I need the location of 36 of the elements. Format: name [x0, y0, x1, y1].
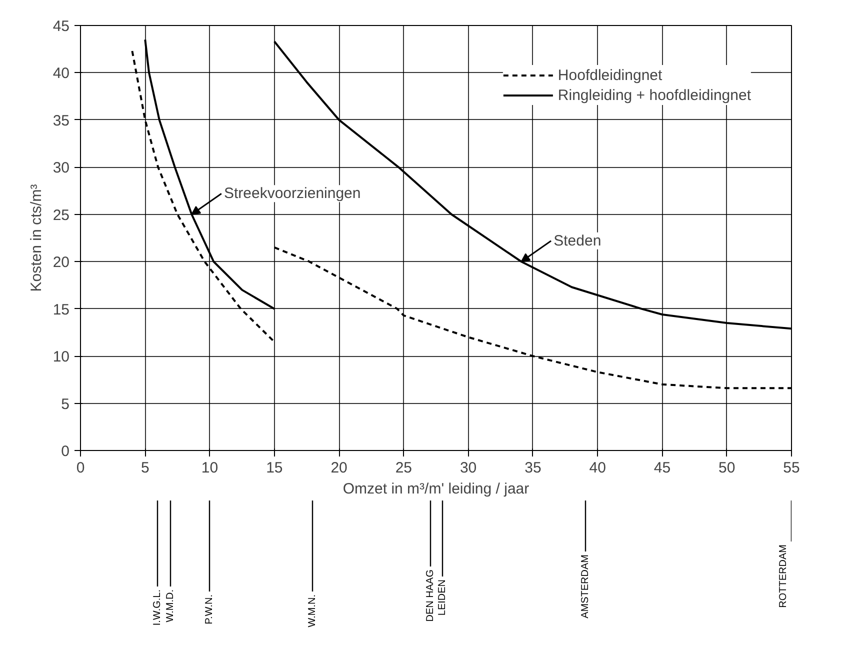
- text: ROTTERDAM: [778, 544, 789, 608]
- y-tick-label: 25: [52, 206, 70, 224]
- x-tick-label: 55: [783, 460, 800, 476]
- x-tick-label: 40: [589, 460, 606, 476]
- y-tick-label: 30: [52, 160, 70, 177]
- x-tick-label: 0: [76, 460, 85, 476]
- annotation: Streekvoorzieningen: [224, 185, 361, 202]
- x-axis-title: Omzet in m³/m' leiding / jaar: [342, 480, 530, 498]
- text: P.W.N.: [204, 594, 215, 624]
- y-tick-label: 45: [52, 18, 70, 35]
- y-axis-title: Kosten in cts/m³: [28, 184, 45, 292]
- x-tick-label: 25: [395, 460, 412, 476]
- x-tick-label: 30: [460, 460, 477, 476]
- y-tick-label: 0: [61, 443, 70, 460]
- y-tick-label: 5: [61, 396, 70, 413]
- y-tick-label: 20: [52, 254, 70, 272]
- x-tick-label: 45: [654, 460, 671, 476]
- x-tick-label: 50: [718, 460, 736, 476]
- legend-label: Ringleiding + hoofdleidingnet: [558, 86, 751, 104]
- text: LEIDEN: [437, 580, 448, 616]
- text: W.M.N.: [307, 594, 318, 628]
- x-tick-label: 15: [266, 460, 283, 476]
- y-tick-label: 40: [52, 65, 70, 82]
- text: DEN HAAG: [425, 569, 436, 622]
- text: W.M.D.: [165, 589, 176, 622]
- x-tick-label: 20: [330, 460, 348, 476]
- y-tick-label: 35: [52, 112, 70, 130]
- y-tick-label: 10: [52, 348, 70, 366]
- legend-label: Hoofdleidingnet: [558, 66, 662, 84]
- text: I.W.G.L.: [152, 589, 163, 626]
- y-tick-label: 15: [52, 301, 70, 318]
- text: AMSTERDAM: [580, 554, 591, 618]
- x-tick-label: 10: [201, 460, 218, 476]
- x-tick-label: 35: [524, 460, 542, 476]
- x-tick-label: 5: [140, 460, 150, 476]
- annotation: Steden: [554, 232, 602, 250]
